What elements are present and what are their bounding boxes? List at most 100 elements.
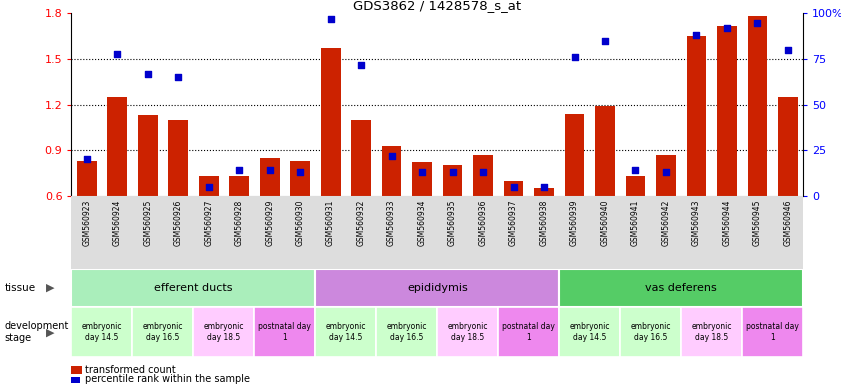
Bar xyxy=(71,307,132,357)
Bar xyxy=(534,188,554,196)
Text: development
stage: development stage xyxy=(4,321,69,343)
Text: ▶: ▶ xyxy=(46,327,55,337)
Bar xyxy=(352,120,371,196)
Text: epididymis: epididymis xyxy=(407,283,468,293)
Text: GSM560927: GSM560927 xyxy=(204,200,213,246)
Bar xyxy=(559,269,803,307)
Point xyxy=(415,169,429,175)
Text: GSM560946: GSM560946 xyxy=(784,200,792,246)
Point xyxy=(324,16,337,22)
Point xyxy=(110,50,124,56)
Bar xyxy=(595,106,615,196)
Text: GSM560932: GSM560932 xyxy=(357,200,366,246)
Bar xyxy=(315,307,376,357)
Bar xyxy=(132,307,193,357)
Text: ▶: ▶ xyxy=(46,283,55,293)
Text: GSM560929: GSM560929 xyxy=(265,200,274,246)
Text: embryonic
day 16.5: embryonic day 16.5 xyxy=(143,323,183,342)
Bar xyxy=(437,307,498,357)
Text: GSM560925: GSM560925 xyxy=(143,200,152,246)
Text: GSM560940: GSM560940 xyxy=(600,200,610,246)
Bar xyxy=(717,26,737,196)
Point xyxy=(263,167,277,174)
Bar xyxy=(260,158,279,196)
Bar xyxy=(198,176,219,196)
Text: efferent ducts: efferent ducts xyxy=(154,283,233,293)
Bar xyxy=(442,166,463,196)
Text: embryonic
day 14.5: embryonic day 14.5 xyxy=(569,323,610,342)
Bar xyxy=(626,176,645,196)
Point xyxy=(690,32,703,38)
Bar xyxy=(230,176,249,196)
Text: embryonic
day 14.5: embryonic day 14.5 xyxy=(325,323,366,342)
Text: GSM560924: GSM560924 xyxy=(113,200,122,246)
Point xyxy=(476,169,489,175)
Bar xyxy=(254,307,315,357)
Bar xyxy=(559,307,620,357)
Text: GSM560939: GSM560939 xyxy=(570,200,579,246)
Title: GDS3862 / 1428578_s_at: GDS3862 / 1428578_s_at xyxy=(353,0,521,12)
Text: GSM560933: GSM560933 xyxy=(387,200,396,246)
Point xyxy=(141,71,155,77)
Bar xyxy=(77,161,97,196)
Bar xyxy=(748,17,767,196)
Text: embryonic
day 18.5: embryonic day 18.5 xyxy=(204,323,244,342)
Point xyxy=(80,156,93,162)
Point xyxy=(507,184,521,190)
Text: tissue: tissue xyxy=(4,283,35,293)
Point xyxy=(446,169,459,175)
Text: GSM560931: GSM560931 xyxy=(326,200,335,246)
Bar xyxy=(504,180,523,196)
Bar xyxy=(564,114,584,196)
Bar xyxy=(290,161,310,196)
Text: transformed count: transformed count xyxy=(85,365,176,375)
Text: GSM560944: GSM560944 xyxy=(722,200,732,246)
Bar xyxy=(778,97,798,196)
Bar xyxy=(656,155,676,196)
Bar xyxy=(108,97,127,196)
Bar xyxy=(376,307,437,357)
Text: postnatal day
1: postnatal day 1 xyxy=(746,323,799,342)
Bar xyxy=(168,120,188,196)
Text: GSM560942: GSM560942 xyxy=(662,200,670,246)
Bar xyxy=(71,269,315,307)
Point xyxy=(568,54,581,60)
Point xyxy=(385,152,399,159)
Text: embryonic
day 18.5: embryonic day 18.5 xyxy=(447,323,488,342)
Point xyxy=(232,167,246,174)
Text: GSM560941: GSM560941 xyxy=(631,200,640,246)
Point xyxy=(751,20,764,26)
Text: GSM560928: GSM560928 xyxy=(235,200,244,246)
Text: percentile rank within the sample: percentile rank within the sample xyxy=(85,374,250,384)
Text: GSM560930: GSM560930 xyxy=(296,200,304,246)
Point xyxy=(659,169,673,175)
Point xyxy=(354,61,368,68)
Point xyxy=(202,184,215,190)
Bar xyxy=(320,48,341,196)
Text: GSM560934: GSM560934 xyxy=(418,200,426,246)
Bar xyxy=(498,307,559,357)
Point xyxy=(537,184,551,190)
Text: vas deferens: vas deferens xyxy=(645,283,717,293)
Text: embryonic
day 16.5: embryonic day 16.5 xyxy=(631,323,671,342)
Text: GSM560926: GSM560926 xyxy=(174,200,182,246)
Point xyxy=(720,25,733,31)
Text: embryonic
day 18.5: embryonic day 18.5 xyxy=(691,323,732,342)
Point xyxy=(598,38,611,44)
Text: GSM560935: GSM560935 xyxy=(448,200,457,246)
Bar xyxy=(686,36,706,196)
Text: embryonic
day 16.5: embryonic day 16.5 xyxy=(387,323,427,342)
Bar xyxy=(315,269,559,307)
Text: postnatal day
1: postnatal day 1 xyxy=(502,323,555,342)
Point xyxy=(172,74,185,80)
Point xyxy=(781,47,795,53)
Text: GSM560943: GSM560943 xyxy=(692,200,701,246)
Text: embryonic
day 14.5: embryonic day 14.5 xyxy=(82,323,122,342)
Bar xyxy=(473,155,493,196)
Bar xyxy=(382,146,401,196)
Bar xyxy=(412,162,432,196)
Text: GSM560938: GSM560938 xyxy=(540,200,548,246)
Text: GSM560923: GSM560923 xyxy=(82,200,91,246)
Text: postnatal day
1: postnatal day 1 xyxy=(258,323,311,342)
Bar xyxy=(681,307,742,357)
